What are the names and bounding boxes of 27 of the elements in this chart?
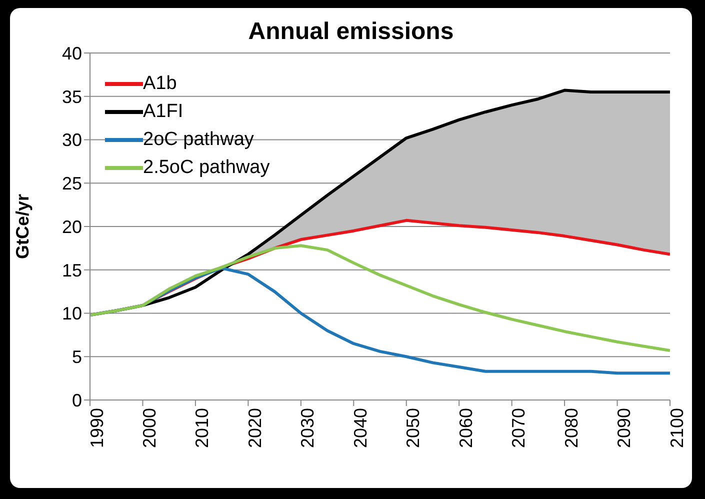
y-tick-label: 5 bbox=[72, 347, 82, 368]
y-tick-label: 10 bbox=[62, 304, 82, 324]
chart-title: Annual emissions bbox=[248, 18, 454, 45]
y-tick-label: 0 bbox=[72, 390, 82, 410]
y-axis-title: GtCe/yr bbox=[12, 194, 32, 260]
legend-label: A1FI bbox=[143, 101, 184, 123]
x-tick-label: 2010 bbox=[192, 408, 212, 448]
x-tick-label: 2050 bbox=[403, 408, 424, 448]
y-tick-label: 30 bbox=[62, 130, 82, 150]
x-tick-label: 2090 bbox=[614, 408, 634, 448]
x-tick-label: 2060 bbox=[456, 408, 476, 448]
legend-label: A1b bbox=[143, 73, 177, 95]
y-tick-label: 15 bbox=[62, 260, 82, 280]
legend-label: 2oC pathway bbox=[143, 129, 254, 151]
x-tick-label: 2070 bbox=[508, 408, 529, 448]
x-tick-label: 1990 bbox=[86, 408, 107, 448]
y-tick-label: 20 bbox=[62, 216, 82, 237]
x-tick-label: 2030 bbox=[298, 408, 318, 448]
x-tick-label: 2080 bbox=[561, 408, 582, 448]
y-tick-label: 35 bbox=[62, 86, 82, 107]
y-tick-label: 40 bbox=[62, 43, 82, 64]
x-tick-label: 2040 bbox=[350, 408, 370, 448]
legend-label: 2.5oC pathway bbox=[143, 157, 270, 179]
x-tick-label: 2100 bbox=[666, 408, 687, 448]
y-tick-label: 25 bbox=[62, 174, 82, 194]
x-tick-label: 2020 bbox=[244, 408, 265, 448]
x-tick-label: 2000 bbox=[140, 408, 160, 448]
